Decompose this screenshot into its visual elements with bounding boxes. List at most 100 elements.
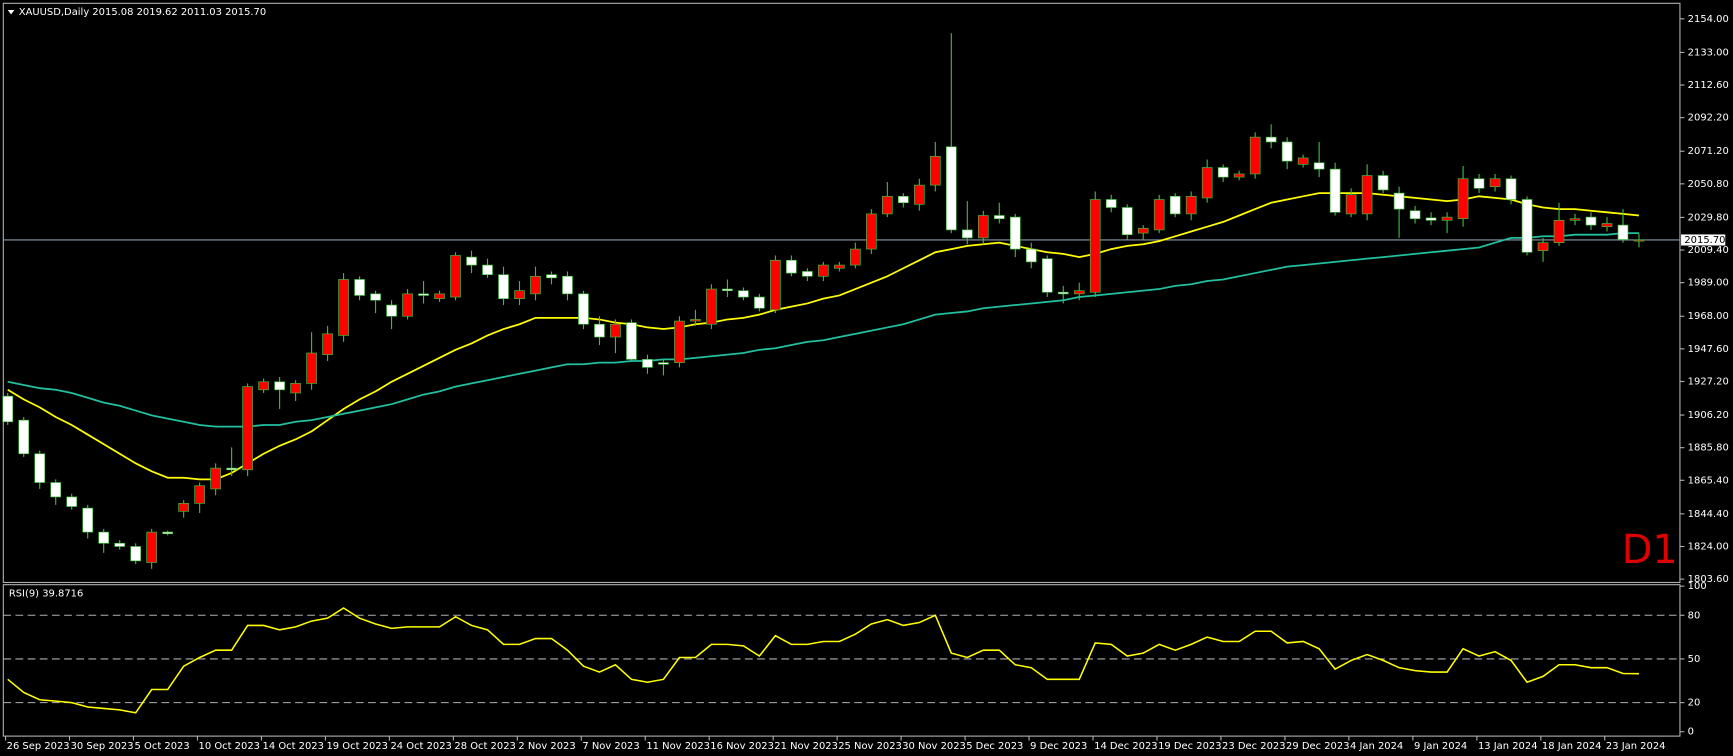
price-tag: [1681, 234, 1726, 246]
price-panel-frame: [2, 2, 1681, 584]
y-tick-label: 2009.40: [1688, 245, 1729, 256]
candle-body: [1041, 258, 1053, 293]
y-tick-label: 80: [1688, 610, 1701, 621]
candle-body: [642, 359, 653, 368]
candle-body: [1201, 167, 1213, 199]
candle-body: [18, 419, 30, 455]
candle-body: [450, 255, 461, 298]
candle-body: [1521, 199, 1533, 253]
y-tick-label: 1968.00: [1688, 311, 1729, 322]
candle-body: [34, 453, 46, 483]
y-tick-label: 2071.20: [1688, 146, 1729, 157]
x-tick-label: 25 Nov 2023: [838, 741, 902, 752]
candle-body: [1089, 199, 1101, 293]
y-tick-label: 2133.00: [1688, 47, 1729, 58]
y-tick-label: 1947.60: [1688, 344, 1729, 355]
candle-body: [834, 264, 845, 269]
y-tick-label: 2050.80: [1688, 179, 1729, 190]
candle-body: [1265, 136, 1277, 143]
candle-body: [434, 293, 445, 299]
candle-body: [898, 195, 909, 204]
candle-body: [1297, 157, 1309, 165]
candle-body: [770, 259, 781, 311]
x-tick-label: 11 Nov 2023: [646, 741, 710, 752]
x-tick-label: 16 Nov 2023: [710, 741, 774, 752]
rsi-title: RSI(9) 39.8716: [9, 589, 83, 600]
candle-body: [1137, 227, 1149, 234]
candle-body: [1553, 219, 1565, 244]
candle-body: [961, 229, 973, 239]
candle-body: [1377, 175, 1389, 191]
price-tag-label: 2015.70: [1684, 235, 1725, 246]
y-tick-label: 1803.60: [1688, 574, 1729, 585]
x-tick-label: 30 Nov 2023: [902, 741, 966, 752]
candle-body: [882, 195, 893, 215]
candle-body: [1489, 178, 1501, 188]
candle-body: [1505, 178, 1517, 200]
candle-body: [977, 215, 989, 239]
candle-body: [1441, 216, 1453, 221]
candle-body: [242, 386, 253, 471]
candle-body: [1473, 178, 1485, 189]
candle-body: [354, 279, 365, 296]
y-tick-label: 20: [1688, 698, 1701, 709]
x-tick-label: 9 Jan 2024: [1414, 741, 1467, 752]
candle-body: [210, 467, 221, 490]
candle-body: [370, 293, 381, 301]
candle-body: [130, 546, 141, 562]
candle-body: [1457, 178, 1469, 220]
candle-body: [274, 381, 285, 391]
candle-body: [1025, 248, 1037, 263]
y-tick-label: 2092.20: [1688, 113, 1729, 124]
candle-body: [610, 323, 621, 338]
x-tick-label: 4 Jan 2024: [1350, 741, 1403, 752]
candle-body: [706, 288, 717, 325]
candle-body: [66, 496, 78, 507]
candle-body: [290, 383, 301, 394]
moving-average: [7, 232, 1639, 428]
candle-body: [1249, 136, 1261, 175]
y-tick-label: 2029.80: [1688, 212, 1729, 223]
rsi-line: [7, 607, 1639, 714]
candle-body: [1281, 141, 1293, 162]
candle-body: [802, 271, 813, 277]
y-tick-label: 1927.20: [1688, 376, 1729, 387]
candle-body: [322, 333, 333, 355]
candle-body: [1601, 223, 1613, 228]
candle-body: [82, 507, 94, 533]
candle-body: [658, 362, 669, 365]
candle-body: [562, 275, 573, 295]
candle-body: [722, 288, 733, 291]
candle-body: [226, 467, 237, 471]
y-tick-label: 1865.40: [1688, 475, 1729, 486]
candle-body: [1009, 216, 1021, 250]
x-tick-label: 24 Oct 2023: [390, 741, 451, 752]
y-tick-label: 0: [1688, 727, 1694, 738]
candle-body: [738, 290, 749, 298]
x-tick-label: 9 Dec 2023: [1030, 741, 1087, 752]
x-tick-label: 14 Dec 2023: [1094, 741, 1157, 752]
candle-body: [546, 274, 557, 279]
candle-body: [1169, 195, 1181, 215]
candle-body: [306, 352, 317, 384]
y-tick-label: 50: [1688, 654, 1701, 665]
candle-body: [1633, 239, 1645, 242]
rsi-panel-frame: [2, 584, 1681, 737]
timeframe-label: D1: [1622, 527, 1678, 573]
y-tick-label: 1885.80: [1688, 443, 1729, 454]
candle-body: [162, 531, 173, 535]
x-tick-label: 18 Jan 2024: [1542, 741, 1602, 752]
candle-body: [482, 264, 493, 275]
x-tick-label: 10 Oct 2023: [199, 741, 260, 752]
candle-body: [1345, 194, 1357, 215]
y-tick-label: 2154.00: [1688, 14, 1729, 25]
candle-body: [98, 531, 109, 544]
candle-body: [1233, 173, 1245, 178]
candle-body: [194, 485, 205, 504]
candle-body: [1313, 162, 1325, 170]
candle-body: [945, 146, 957, 231]
candle-body: [786, 259, 797, 274]
candle-body: [178, 502, 189, 512]
x-tick-label: 19 Dec 2023: [1158, 741, 1221, 752]
